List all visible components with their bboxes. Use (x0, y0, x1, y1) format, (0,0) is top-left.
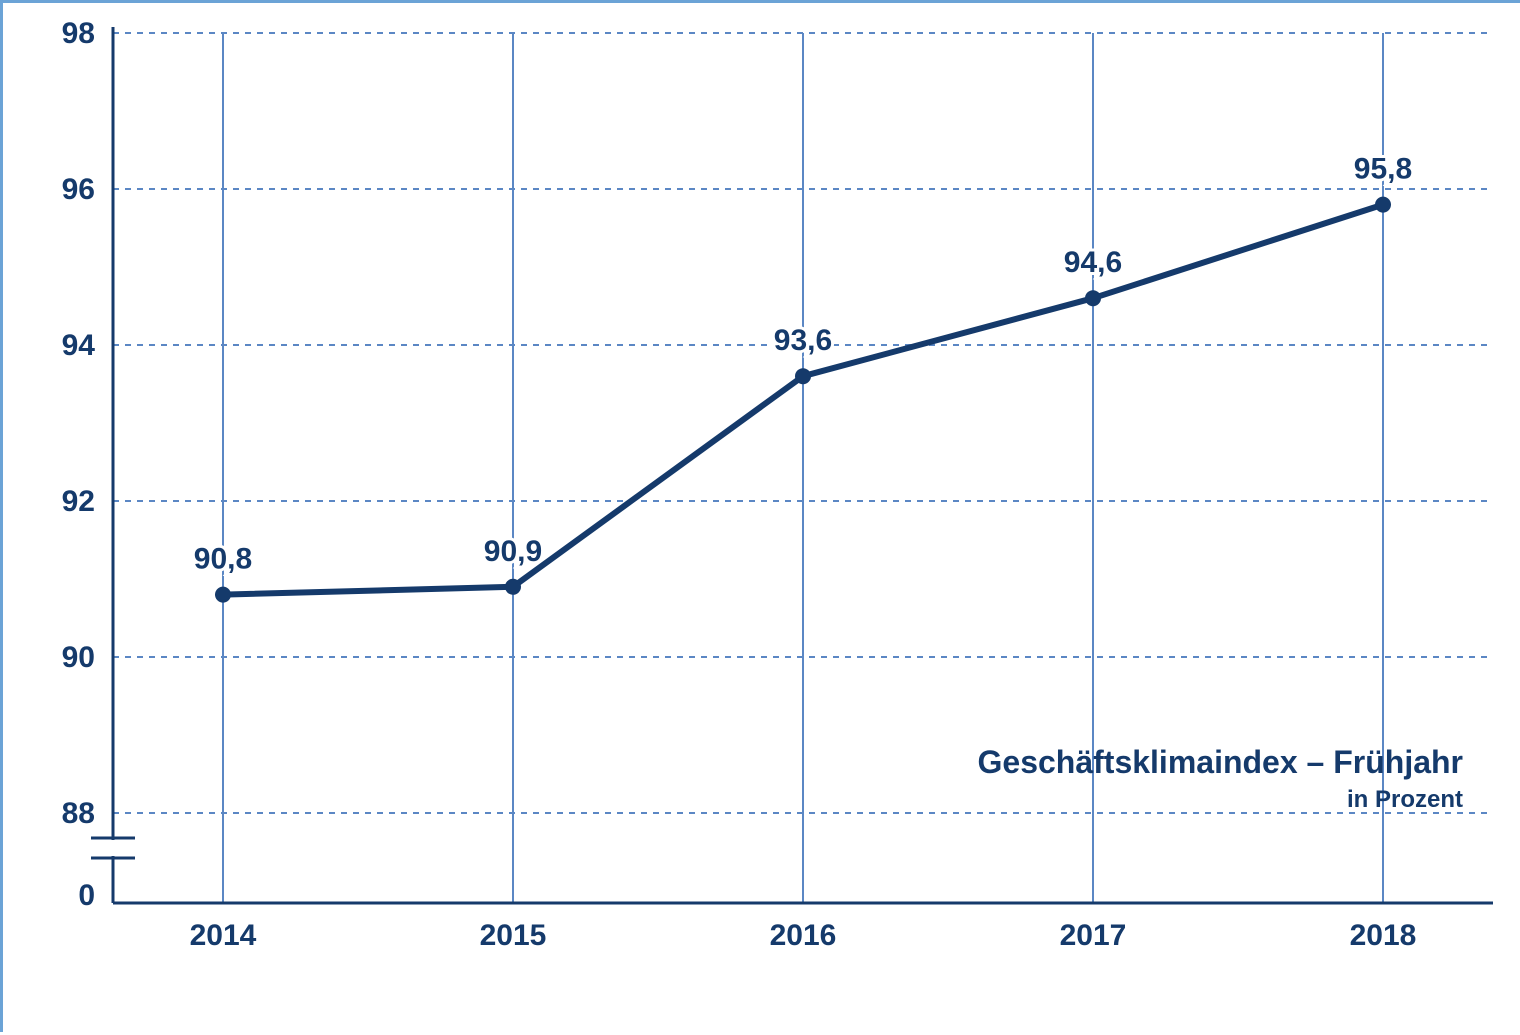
x-tick-label: 2014 (190, 919, 257, 952)
x-tick-label: 2017 (1060, 919, 1127, 952)
x-tick-label: 2018 (1350, 919, 1417, 952)
x-tick-label: 2016 (770, 919, 837, 952)
legend-subtitle: in Prozent (1347, 786, 1463, 813)
data-label: 93,6 (774, 324, 832, 357)
data-point (1085, 290, 1101, 306)
y-tick-label: 96 (62, 173, 95, 206)
data-label: 90,8 (194, 543, 252, 576)
data-point (505, 579, 521, 595)
y-tick-label: 90 (62, 641, 95, 674)
data-label: 95,8 (1354, 153, 1412, 186)
data-label: 94,6 (1064, 246, 1122, 279)
chart-frame: 88 90 92 94 96 98 0 2014 2015 2016 2017 2018 90,8 90,… (0, 0, 1520, 1032)
line-chart: 88 90 92 94 96 98 0 2014 2015 2016 2017 2018 90,8 90,… (3, 3, 1520, 1035)
data-label: 90,9 (484, 535, 542, 568)
x-tick-label: 2015 (480, 919, 547, 952)
y-tick-label: 88 (62, 797, 95, 830)
y-zero-label: 0 (78, 879, 95, 912)
data-point (1375, 197, 1391, 213)
data-point (215, 587, 231, 603)
data-point (795, 368, 811, 384)
legend-title: Geschäftsklimaindex – Frühjahr (978, 744, 1464, 780)
y-tick-label: 94 (62, 329, 96, 362)
y-tick-label: 98 (62, 17, 95, 50)
y-tick-label: 92 (62, 485, 95, 518)
